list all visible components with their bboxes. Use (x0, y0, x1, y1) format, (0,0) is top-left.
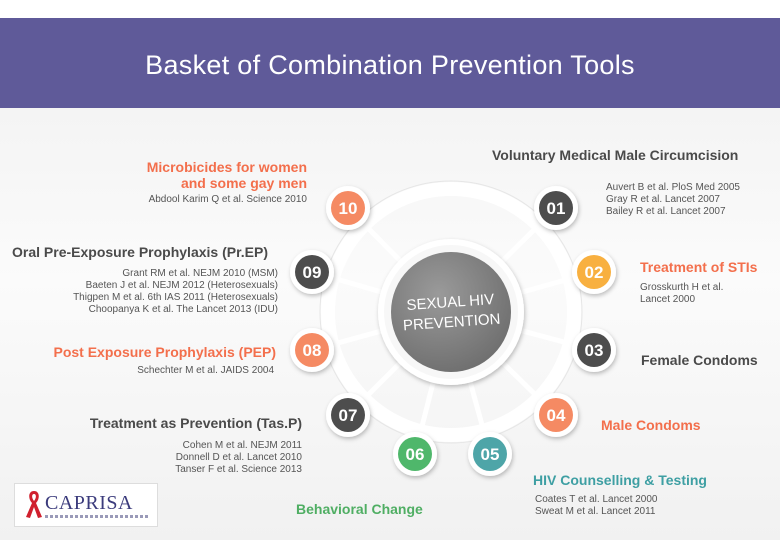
center-circle (391, 252, 511, 372)
ref-line: Grosskurth H et al. (640, 282, 724, 293)
ref-line: Choopanya K et al. The Lancet 2013 (IDU) (88, 304, 278, 315)
refs-microbicides: Abdool Karim Q et al. Science 2010 (149, 194, 307, 206)
outer-ring-edge (319, 180, 583, 444)
refs-pep: Schechter M et al. JAIDS 2004 (137, 365, 274, 377)
node-number-03: 03 (585, 341, 604, 360)
node-number-09: 09 (303, 263, 322, 282)
center-title-line2: PREVENTION (403, 311, 501, 335)
label-behavioral-change: Behavioral Change (296, 501, 423, 517)
label-vmmc: Voluntary Medical Male Circumcision (492, 147, 739, 163)
node-number-04: 04 (547, 406, 566, 425)
logo-tagline (45, 515, 150, 518)
red-ribbon-icon (26, 491, 42, 518)
refs-sti-treatment: Grosskurth H et al. Lancet 2000 (640, 282, 723, 306)
label-tasp: Treatment as Prevention (Tas.P) (89, 415, 302, 431)
outer-ring (321, 182, 581, 442)
node-circle-09 (295, 255, 329, 289)
ref-line: Baeten J et al. NEJM 2012 (Heterosexuals… (85, 280, 278, 291)
ref-line: Sweat M et al. Lancet 2011 (535, 506, 656, 517)
ref-line: Lancet 2000 (640, 294, 696, 305)
node-number-02: 02 (585, 263, 604, 282)
refs-prep: Grant RM et al. NEJM 2010 (MSM) Baeten J… (73, 268, 278, 316)
node-number-10: 10 (339, 199, 358, 218)
node-circle-10 (331, 191, 365, 225)
ref-line: Schechter M et al. JAIDS 2004 (137, 365, 274, 376)
logo-wordmark: CAPRISA (45, 492, 133, 514)
label-hiv-counselling: HIV Counselling & Testing (533, 472, 707, 488)
ref-line: Coates T et al. Lancet 2000 (535, 494, 658, 505)
ref-line: Gray R et al. Lancet 2007 (606, 194, 720, 205)
refs-tasp: Cohen M et al. NEJM 2011 Donnell D et al… (175, 440, 302, 476)
label-microbicides: Microbicides for women and some gay men (147, 159, 307, 191)
center-title-line1: SEXUAL HIV (406, 291, 495, 314)
label-pep: Post Exposure Prophylaxis (PEP) (53, 344, 276, 360)
caprisa-logo: CAPRISA (14, 483, 158, 527)
refs-hiv-counselling: Coates T et al. Lancet 2000 Sweat M et a… (535, 494, 658, 518)
node-circle-01 (539, 191, 573, 225)
node-number-01: 01 (547, 199, 566, 218)
ref-line: Thigpen M et al. 6th IAS 2011 (Heterosex… (73, 292, 278, 303)
label-female-condoms: Female Condoms (641, 352, 758, 368)
node-number-08: 08 (303, 341, 322, 360)
node-circle-04 (539, 398, 573, 432)
node-circle-08 (295, 333, 329, 367)
ref-line: Cohen M et al. NEJM 2011 (182, 440, 302, 451)
page-title: Basket of Combination Prevention Tools (145, 50, 635, 80)
ref-line: Tanser F et al. Science 2013 (175, 464, 302, 475)
ref-line: Grant RM et al. NEJM 2010 (MSM) (122, 268, 278, 279)
label-sti-treatment: Treatment of STIs (640, 259, 758, 275)
ref-line: Donnell D et al. Lancet 2010 (175, 452, 302, 463)
node-circle-02 (577, 255, 611, 289)
title-banner (0, 18, 780, 108)
node-circle-06 (398, 437, 432, 471)
node-number-05: 05 (481, 445, 500, 464)
label-microbicides-line2: and some gay men (180, 175, 307, 191)
ref-line: Abdool Karim Q et al. Science 2010 (148, 194, 307, 205)
ref-line: Auvert B et al. PloS Med 2005 (606, 182, 740, 193)
node-circles: 01 02 03 04 05 06 07 08 09 10 (290, 186, 616, 476)
node-number-06: 06 (406, 445, 425, 464)
ref-line: Bailey R et al. Lancet 2007 (606, 206, 726, 217)
label-prep: Oral Pre-Exposure Prophylaxis (Pr.EP) (12, 244, 268, 260)
label-male-condoms: Male Condoms (601, 417, 701, 433)
label-microbicides-line1: Microbicides for women (146, 159, 307, 175)
node-number-07: 07 (339, 406, 358, 425)
node-circle-07 (331, 398, 365, 432)
refs-vmmc: Auvert B et al. PloS Med 2005 Gray R et … (606, 182, 740, 218)
node-circle-05 (473, 437, 507, 471)
node-circle-03 (577, 333, 611, 367)
